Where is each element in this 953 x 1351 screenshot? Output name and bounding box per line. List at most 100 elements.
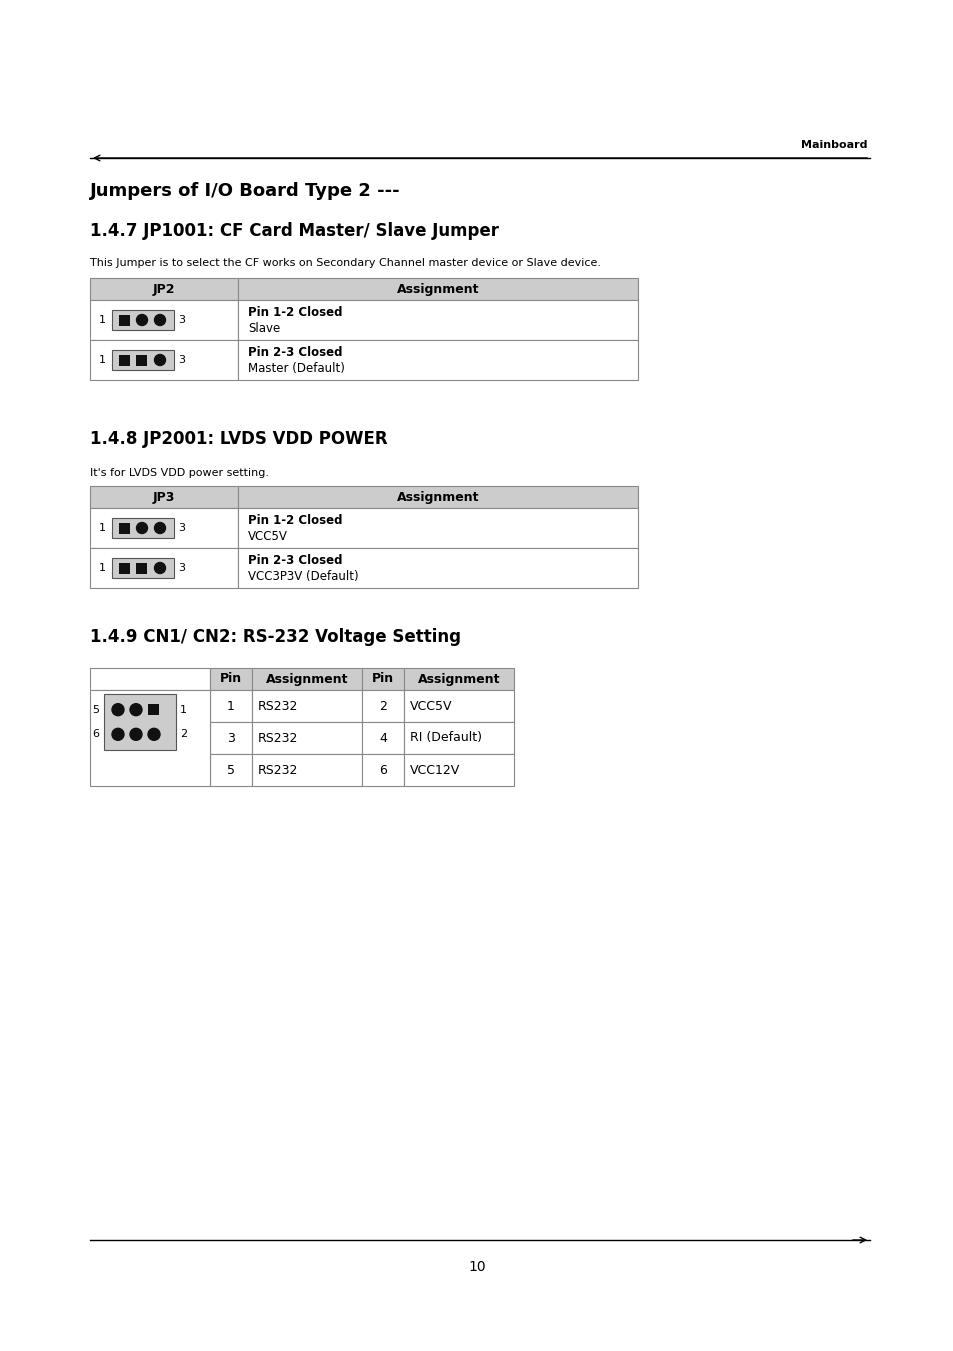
Bar	[237, 340, 638, 380]
Circle shape	[154, 354, 165, 366]
Bar	[210, 690, 252, 721]
Text: Pin 2-3 Closed: Pin 2-3 Closed	[248, 346, 342, 358]
Bar	[361, 721, 403, 754]
Circle shape	[112, 704, 124, 716]
Bar	[237, 278, 638, 300]
Text: 1: 1	[99, 355, 106, 365]
Bar	[361, 667, 403, 690]
Text: VCC5V: VCC5V	[410, 700, 452, 712]
Bar	[90, 486, 237, 508]
Circle shape	[130, 704, 142, 716]
Bar	[403, 667, 514, 690]
Text: Assignment: Assignment	[266, 673, 348, 685]
Text: 4: 4	[378, 731, 387, 744]
Circle shape	[148, 728, 160, 740]
Bar	[361, 754, 403, 786]
Text: 5: 5	[91, 705, 99, 715]
Text: This Jumper is to select the CF works on Secondary Channel master device or Slav: This Jumper is to select the CF works on…	[90, 258, 600, 267]
Text: JP2: JP2	[152, 282, 175, 296]
Bar	[112, 350, 173, 370]
Bar	[90, 340, 237, 380]
Bar	[90, 690, 210, 786]
Text: 2: 2	[378, 700, 387, 712]
Text: It's for LVDS VDD power setting.: It's for LVDS VDD power setting.	[90, 467, 269, 478]
Bar	[252, 690, 361, 721]
Bar	[90, 667, 210, 690]
Circle shape	[130, 728, 142, 740]
Text: Pin: Pin	[220, 673, 242, 685]
Circle shape	[154, 315, 165, 326]
Text: 2: 2	[180, 730, 187, 739]
Text: 3: 3	[178, 355, 185, 365]
Bar	[237, 486, 638, 508]
Bar	[237, 300, 638, 340]
Text: 3: 3	[227, 731, 234, 744]
Text: 10: 10	[468, 1260, 485, 1274]
Bar	[403, 754, 514, 786]
Bar	[90, 278, 237, 300]
Text: 6: 6	[378, 763, 387, 777]
Text: JP3: JP3	[152, 490, 175, 504]
Bar	[237, 508, 638, 549]
Text: Jumpers of I/O Board Type 2 ---: Jumpers of I/O Board Type 2 ---	[90, 182, 400, 200]
Bar	[237, 549, 638, 588]
Text: 1: 1	[227, 700, 234, 712]
Bar	[104, 694, 175, 750]
Bar	[118, 354, 130, 366]
Text: 1.4.7 JP1001: CF Card Master/ Slave Jumper: 1.4.7 JP1001: CF Card Master/ Slave Jump…	[90, 222, 498, 240]
Text: 1.4.9 CN1/ CN2: RS-232 Voltage Setting: 1.4.9 CN1/ CN2: RS-232 Voltage Setting	[90, 628, 460, 646]
Bar	[403, 690, 514, 721]
Bar	[149, 704, 159, 715]
Bar	[252, 754, 361, 786]
Bar	[90, 300, 237, 340]
Text: Pin 1-2 Closed: Pin 1-2 Closed	[248, 305, 342, 319]
Bar	[112, 309, 173, 330]
Bar	[90, 508, 237, 549]
Circle shape	[112, 728, 124, 740]
Text: 3: 3	[178, 523, 185, 534]
Text: Master (Default): Master (Default)	[248, 362, 345, 376]
Text: Mainboard: Mainboard	[801, 141, 867, 150]
Text: RS232: RS232	[257, 731, 298, 744]
Text: Pin: Pin	[372, 673, 394, 685]
Text: 1: 1	[99, 523, 106, 534]
Text: 6: 6	[91, 730, 99, 739]
Text: Pin 2-3 Closed: Pin 2-3 Closed	[248, 554, 342, 566]
Text: Assignment: Assignment	[417, 673, 499, 685]
Bar	[136, 562, 148, 574]
Text: 1: 1	[99, 315, 106, 326]
Text: 3: 3	[178, 563, 185, 573]
Bar	[252, 667, 361, 690]
Text: Assignment: Assignment	[396, 490, 478, 504]
Bar	[90, 549, 237, 588]
Bar	[361, 690, 403, 721]
Bar	[112, 558, 173, 578]
Bar	[118, 523, 130, 534]
Bar	[252, 721, 361, 754]
Text: 3: 3	[178, 315, 185, 326]
Text: Slave: Slave	[248, 323, 280, 335]
Bar	[118, 315, 130, 326]
Circle shape	[136, 523, 148, 534]
Text: VCC12V: VCC12V	[410, 763, 459, 777]
Text: 1: 1	[180, 705, 187, 715]
Circle shape	[154, 562, 165, 574]
Bar	[136, 354, 148, 366]
Text: RI (Default): RI (Default)	[410, 731, 481, 744]
Text: Pin 1-2 Closed: Pin 1-2 Closed	[248, 513, 342, 527]
Bar	[210, 721, 252, 754]
Text: 1: 1	[99, 563, 106, 573]
Bar	[210, 667, 252, 690]
Bar	[112, 517, 173, 538]
Bar	[403, 721, 514, 754]
Text: RS232: RS232	[257, 700, 298, 712]
Text: 5: 5	[227, 763, 234, 777]
Text: RS232: RS232	[257, 763, 298, 777]
Text: VCC5V: VCC5V	[248, 531, 288, 543]
Text: VCC3P3V (Default): VCC3P3V (Default)	[248, 570, 358, 584]
Circle shape	[154, 523, 165, 534]
Bar	[118, 562, 130, 574]
Bar	[210, 754, 252, 786]
Text: Assignment: Assignment	[396, 282, 478, 296]
Circle shape	[136, 315, 148, 326]
